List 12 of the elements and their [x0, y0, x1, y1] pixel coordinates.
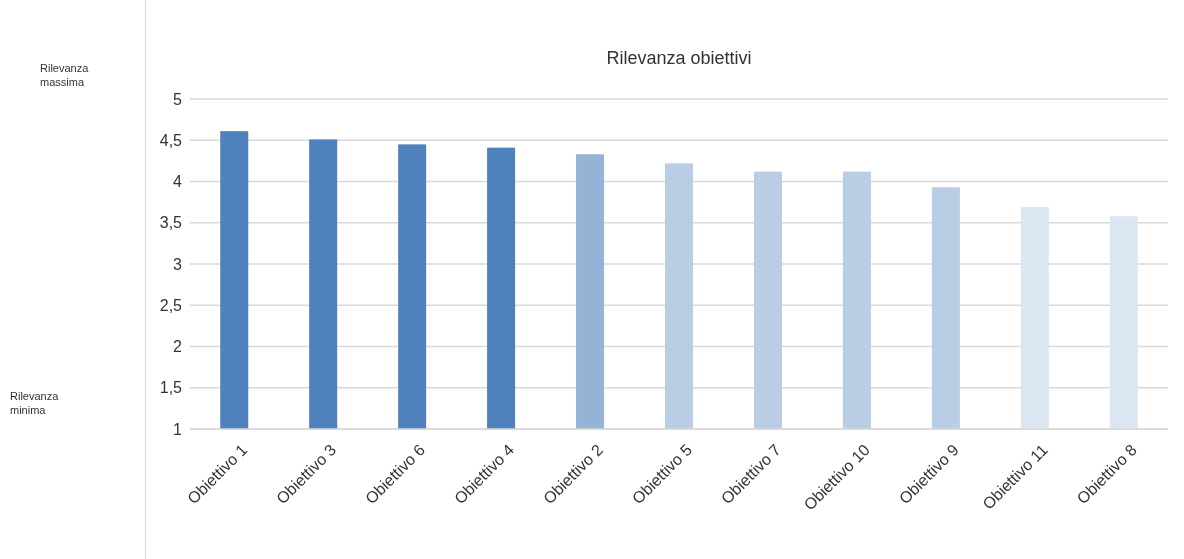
y-tick-label: 2,5 [159, 296, 183, 314]
y-tick-label: 5 [173, 90, 183, 108]
y-tick-label: 1 [173, 420, 183, 438]
y-tick-label: 1,5 [159, 379, 183, 397]
chart-title: Rilevanza obiettivi [606, 48, 752, 68]
y-tick-label: 3 [173, 255, 183, 273]
y-tick-label: 3,5 [159, 214, 183, 232]
text: Rilevanza massima [40, 62, 90, 89]
y-tick-label: 4 [173, 173, 183, 191]
y-tick-label: 2 [173, 338, 183, 356]
y-tick-label: 4,5 [159, 131, 183, 149]
text: Rilevanza minima [10, 390, 60, 417]
